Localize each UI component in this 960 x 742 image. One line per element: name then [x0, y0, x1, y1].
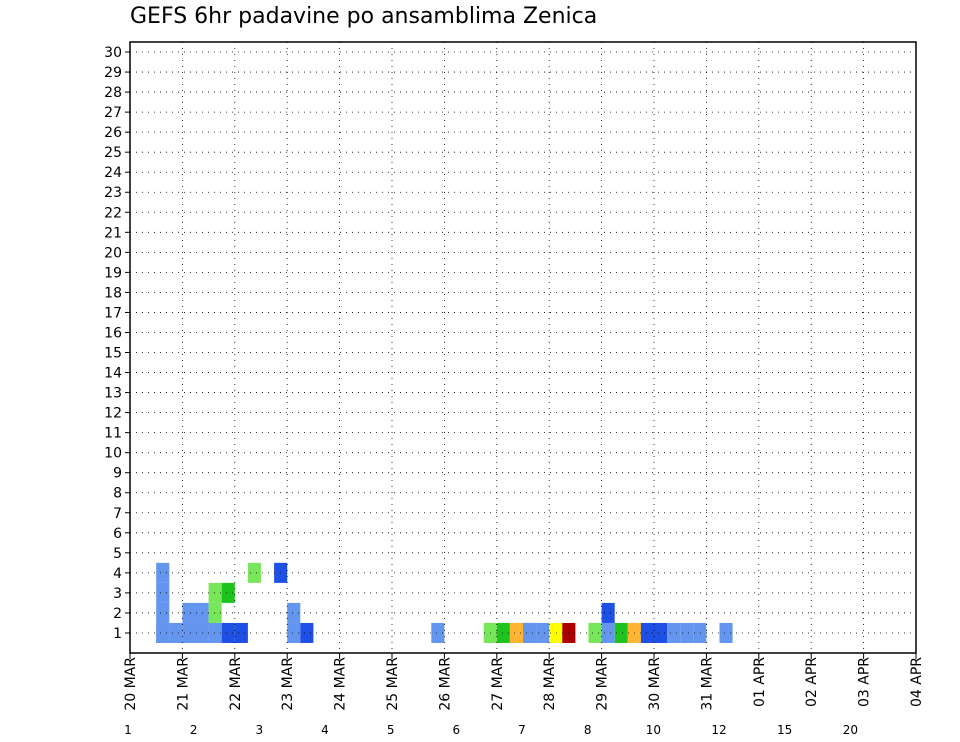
heatmap-cell: [588, 622, 602, 643]
chart-title: GEFS 6hr padavine po ansamblima Zenica: [130, 4, 598, 29]
colorbar-label: 3: [256, 723, 264, 737]
colorbar-label: 10: [646, 723, 661, 737]
heatmap-cell: [654, 622, 668, 643]
y-tick-label: 5: [113, 546, 122, 562]
heatmap-cell: [221, 622, 235, 643]
y-tick-label: 28: [104, 85, 122, 101]
heatmap-cell: [221, 582, 235, 603]
x-tick-label: 31 MAR: [699, 657, 715, 711]
y-tick-label: 30: [104, 45, 122, 61]
heatmap-cell: [640, 622, 654, 643]
y-tick-label: 13: [104, 386, 122, 402]
heatmap-cell: [523, 622, 537, 643]
grid-lines: [130, 42, 916, 653]
y-tick-label: 19: [104, 265, 122, 281]
heatmap-cell: [247, 562, 261, 583]
heatmap-cell: [182, 602, 196, 623]
heatmap-cell: [601, 622, 615, 643]
x-tick-label: 02 APR: [804, 657, 820, 707]
y-tick-label: 21: [104, 225, 122, 241]
colorbar-label: 6: [453, 723, 461, 737]
x-tick-label: 01 APR: [752, 657, 768, 707]
x-tick-label: 23 MAR: [280, 657, 296, 711]
colorbar-label: 12: [711, 723, 726, 737]
x-axis: 20 MAR 21 MAR 22 MAR 23 MAR 24 MAR 25 MAR 26 M…: [123, 653, 925, 711]
x-tick-label: 22 MAR: [228, 657, 244, 711]
heatmap-cell: [667, 622, 681, 643]
heatmap-cell: [536, 622, 550, 643]
y-tick-label: 18: [104, 285, 122, 301]
x-tick-label: 04 APR: [909, 657, 925, 707]
y-tick-label: 16: [104, 325, 122, 341]
heatmap-cell: [693, 622, 707, 643]
y-tick-label: 27: [104, 105, 122, 121]
colorbar-label: 1: [124, 723, 132, 737]
heatmap-cell: [208, 602, 222, 623]
colorbar-label: 2: [190, 723, 198, 737]
heatmap-cell: [680, 622, 694, 643]
y-tick-label: 20: [104, 245, 122, 261]
y-tick-label: 10: [104, 446, 122, 462]
heatmap-cell: [509, 622, 523, 643]
y-tick-label: 25: [104, 145, 122, 161]
x-tick-label: 03 APR: [857, 657, 873, 707]
y-tick-label: 12: [104, 406, 122, 422]
heatmap-cell: [156, 602, 170, 623]
y-tick-label: 17: [104, 305, 122, 321]
y-tick-label: 23: [104, 185, 122, 201]
heatmap-cell: [156, 582, 170, 603]
heatmap-cell: [156, 622, 170, 643]
heatmap-cell: [208, 622, 222, 643]
y-tick-label: 11: [104, 426, 122, 442]
x-tick-label: 29 MAR: [595, 657, 611, 711]
x-tick-label: 21 MAR: [175, 657, 191, 711]
heatmap-cell: [156, 562, 170, 583]
heatmap-cell: [496, 622, 510, 643]
colorbar-label: 4: [321, 723, 329, 737]
y-tick-label: 29: [104, 65, 122, 81]
y-axis: 1234567891011121314151617181920212223242…: [104, 45, 130, 642]
heatmap-cell: [300, 622, 314, 643]
x-tick-label: 27 MAR: [490, 657, 506, 711]
y-tick-label: 7: [113, 506, 122, 522]
heatmap-cell: [234, 622, 248, 643]
heatmap-cell: [287, 622, 301, 643]
y-tick-label: 3: [113, 586, 122, 602]
y-tick-label: 9: [113, 466, 122, 482]
heatmap-cell: [287, 602, 301, 623]
plot-frame: [129, 41, 917, 654]
heatmap-cells: [156, 562, 733, 643]
heatmap-cell: [208, 582, 222, 603]
x-tick-label: 30 MAR: [647, 657, 663, 711]
y-tick-label: 24: [104, 165, 122, 181]
heatmap-cell: [614, 622, 628, 643]
heatmap-cell: [601, 602, 615, 623]
x-tick-label: 28 MAR: [542, 657, 558, 711]
heatmap-cell: [182, 622, 196, 643]
y-tick-label: 2: [113, 606, 122, 622]
colorbar: 1 2 3 4 5 6 7 8 10 12 15 20: [124, 723, 858, 737]
colorbar-label: 8: [584, 723, 592, 737]
x-tick-label: 24 MAR: [333, 657, 349, 711]
colorbar-label: 20: [843, 723, 858, 737]
heatmap-cell: [169, 622, 183, 643]
heatmap-cell: [549, 622, 563, 643]
heatmap-cell: [431, 622, 445, 643]
heatmap-cell: [719, 622, 733, 643]
y-tick-label: 4: [113, 566, 122, 582]
y-tick-label: 22: [104, 205, 122, 221]
colorbar-label: 15: [777, 723, 792, 737]
colorbar-label: 5: [387, 723, 395, 737]
x-tick-label: 20 MAR: [123, 657, 139, 711]
x-tick-label: 25 MAR: [385, 657, 401, 711]
y-tick-label: 6: [113, 526, 122, 542]
y-tick-label: 14: [104, 366, 122, 382]
y-tick-label: 8: [113, 486, 122, 502]
y-tick-label: 1: [113, 626, 122, 642]
x-tick-label: 26 MAR: [437, 657, 453, 711]
y-tick-label: 26: [104, 125, 122, 141]
y-tick-label: 15: [104, 346, 122, 362]
colorbar-label: 7: [518, 723, 526, 737]
